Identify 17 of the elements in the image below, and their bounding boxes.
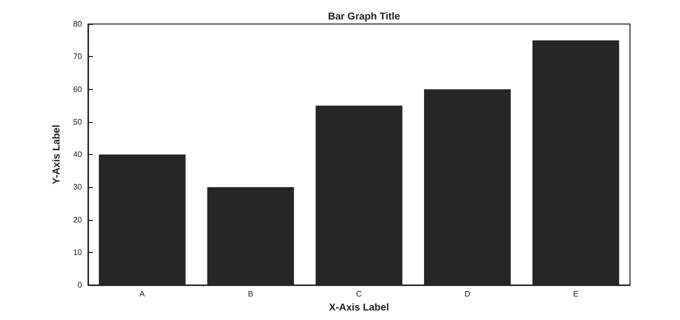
y-tick-label: 60 [73,84,83,94]
x-axis-title: X-Axis Label [328,302,390,314]
y-tick-label: 10 [73,248,83,257]
x-tick-label: A [140,290,146,298]
x-tick-label: D [464,290,471,298]
y-axis-title: Y-Axis Label [52,124,63,184]
x-tick-label: B [248,290,254,298]
y-tick-label: 40 [73,150,83,159]
x-tick-label: E [573,290,578,298]
y-tick-label: 30 [73,182,83,192]
y-tick-label: 50 [73,117,83,126]
x-tick-label: C [356,290,362,298]
y-tick-label: 70 [73,52,83,62]
y-tick-label: 20 [73,215,83,224]
y-tick-label: 80 [73,20,83,28]
chart-title: Bar Graph Title [328,12,400,22]
y-tick-label: 0 [78,280,83,290]
